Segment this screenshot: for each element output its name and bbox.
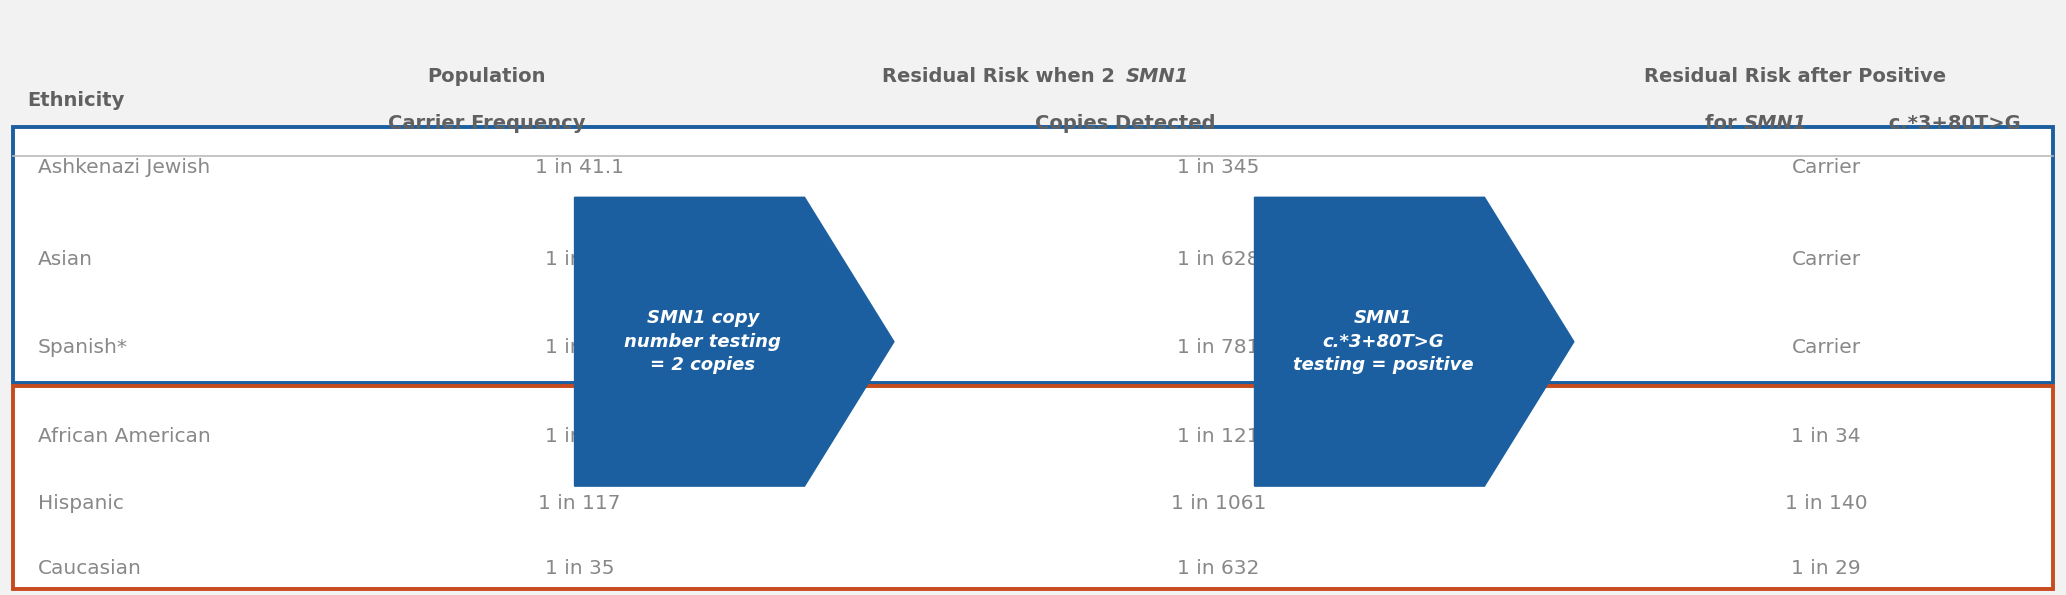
Text: 1 in 34: 1 in 34 bbox=[1791, 427, 1861, 446]
Text: c.*3+80T>G: c.*3+80T>G bbox=[1882, 114, 2021, 133]
Text: Ethnicity: Ethnicity bbox=[27, 90, 124, 109]
Text: Spanish*: Spanish* bbox=[37, 338, 128, 357]
Text: 1 in 66: 1 in 66 bbox=[545, 427, 614, 446]
FancyBboxPatch shape bbox=[12, 127, 2054, 383]
Text: 1 in 628: 1 in 628 bbox=[1178, 250, 1260, 269]
Text: SMN1: SMN1 bbox=[1744, 114, 1808, 133]
Text: for: for bbox=[1704, 114, 1744, 133]
Text: Carrier: Carrier bbox=[1791, 338, 1861, 357]
Text: 1 in 53: 1 in 53 bbox=[545, 250, 614, 269]
FancyBboxPatch shape bbox=[12, 386, 2054, 589]
Text: Residual Risk when 2: Residual Risk when 2 bbox=[882, 67, 1126, 86]
Polygon shape bbox=[1254, 198, 1574, 486]
Text: SMN1 copy
number testing
= 2 copies: SMN1 copy number testing = 2 copies bbox=[624, 309, 781, 374]
Text: Carrier: Carrier bbox=[1791, 250, 1861, 269]
Text: 1 in 632: 1 in 632 bbox=[1178, 559, 1260, 578]
Text: African American: African American bbox=[37, 427, 211, 446]
Text: 1 in 781: 1 in 781 bbox=[1178, 338, 1260, 357]
Text: 1 in 41.1: 1 in 41.1 bbox=[535, 158, 624, 177]
Text: Carrier: Carrier bbox=[1791, 158, 1861, 177]
Text: SMN1
c.*3+80T>G
testing = positive: SMN1 c.*3+80T>G testing = positive bbox=[1293, 309, 1473, 374]
Text: 1 in 121: 1 in 121 bbox=[1178, 427, 1260, 446]
Text: 1 in 1061: 1 in 1061 bbox=[1171, 494, 1266, 513]
Polygon shape bbox=[574, 198, 895, 486]
Text: Caucasian: Caucasian bbox=[37, 559, 143, 578]
Text: 1 in 140: 1 in 140 bbox=[1785, 494, 1868, 513]
Text: 1 in 40: 1 in 40 bbox=[545, 338, 614, 357]
Text: Copies Detected: Copies Detected bbox=[1035, 114, 1217, 133]
Text: SMN1: SMN1 bbox=[1126, 67, 1190, 86]
Text: 1 in 29: 1 in 29 bbox=[1791, 559, 1861, 578]
Text: Asian: Asian bbox=[37, 250, 93, 269]
Text: Ashkenazi Jewish: Ashkenazi Jewish bbox=[37, 158, 211, 177]
Text: Residual Risk after Positive: Residual Risk after Positive bbox=[1645, 67, 1946, 86]
Text: Carrier Frequency: Carrier Frequency bbox=[388, 114, 587, 133]
Text: 1 in 35: 1 in 35 bbox=[545, 559, 614, 578]
Text: 1 in 345: 1 in 345 bbox=[1178, 158, 1260, 177]
Text: 1 in 117: 1 in 117 bbox=[539, 494, 622, 513]
Text: Hispanic: Hispanic bbox=[37, 494, 124, 513]
Text: Population: Population bbox=[428, 67, 545, 86]
